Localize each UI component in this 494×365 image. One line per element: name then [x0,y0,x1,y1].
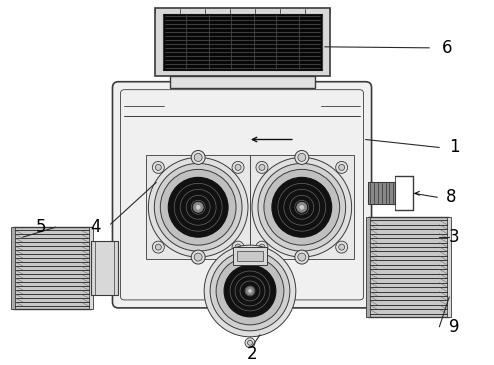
Circle shape [216,257,284,325]
Bar [13,227,90,309]
Bar [233,247,267,265]
Circle shape [300,205,304,209]
Bar [170,76,315,88]
Text: 6: 6 [442,39,453,57]
Circle shape [232,161,244,173]
Text: 5: 5 [36,218,46,236]
Circle shape [152,161,165,173]
Circle shape [155,244,162,250]
Circle shape [339,244,345,250]
Circle shape [339,164,345,170]
Bar [368,182,396,204]
Circle shape [204,245,296,337]
Circle shape [235,164,241,170]
Circle shape [259,164,265,170]
Circle shape [258,164,346,251]
Bar [155,8,329,76]
Circle shape [152,241,165,253]
Circle shape [224,265,276,317]
Circle shape [155,164,162,170]
Circle shape [336,161,348,173]
Circle shape [248,289,251,292]
Circle shape [191,250,205,264]
Circle shape [232,241,244,253]
FancyBboxPatch shape [113,82,371,308]
Bar [164,14,322,70]
Circle shape [272,177,331,237]
Circle shape [161,169,236,245]
Circle shape [295,150,309,164]
Circle shape [191,150,205,164]
Circle shape [259,244,265,250]
Circle shape [210,251,290,331]
Bar [250,155,354,259]
Circle shape [295,250,309,264]
Text: 1: 1 [449,138,459,157]
Circle shape [297,202,307,212]
Text: 9: 9 [449,318,459,336]
Circle shape [194,153,202,161]
Circle shape [148,157,248,257]
Text: 8: 8 [446,188,456,206]
Bar [90,241,119,295]
Text: 4: 4 [90,218,101,236]
Circle shape [252,157,352,257]
Circle shape [298,253,306,261]
Text: 3: 3 [449,228,459,246]
Bar [366,217,370,317]
Circle shape [336,241,348,253]
Circle shape [154,164,242,251]
Bar [11,227,15,309]
Text: 2: 2 [247,345,257,363]
Circle shape [235,244,241,250]
Circle shape [193,202,203,212]
Circle shape [196,205,200,209]
Bar [447,217,452,317]
Circle shape [245,338,255,348]
Circle shape [246,287,254,295]
Circle shape [168,177,228,237]
Bar [146,155,250,259]
Circle shape [194,253,202,261]
Bar [237,251,263,261]
Circle shape [256,241,268,253]
Circle shape [247,340,252,345]
Circle shape [298,153,306,161]
Bar [88,227,92,309]
Circle shape [256,161,268,173]
Bar [368,217,449,317]
Circle shape [264,169,340,245]
